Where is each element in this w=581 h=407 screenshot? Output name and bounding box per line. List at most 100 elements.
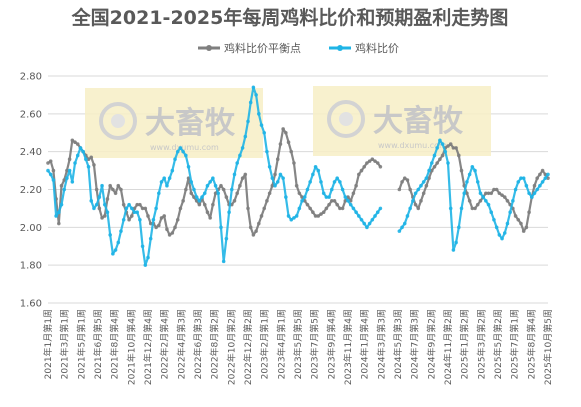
data-point [327, 195, 331, 199]
data-point [111, 187, 115, 192]
data-point [435, 161, 439, 165]
data-point [294, 214, 299, 218]
data-point [267, 191, 272, 196]
data-point [405, 214, 410, 218]
legend-marker-ratio [337, 45, 343, 51]
data-point [335, 202, 339, 207]
data-point [51, 168, 56, 173]
data-point [262, 130, 267, 135]
data-point [359, 217, 364, 222]
data-point [105, 210, 110, 214]
data-point [119, 229, 123, 233]
data-point [338, 180, 342, 184]
data-point [94, 187, 99, 192]
data-point [313, 165, 318, 169]
data-point [470, 165, 475, 169]
data-point [540, 180, 545, 184]
data-point [127, 217, 131, 222]
x-tick-label: 2022年10月第2周 [225, 309, 237, 385]
data-point [432, 153, 437, 158]
x-tick-label: 2024年3月第3周 [375, 309, 387, 379]
x-tick-label: 2021年1月第1周 [42, 309, 54, 379]
data-point [443, 149, 448, 154]
data-point [529, 195, 534, 199]
data-point [329, 199, 334, 203]
data-point [446, 144, 450, 148]
data-point [519, 221, 523, 226]
data-point [481, 195, 485, 199]
data-point [132, 210, 137, 214]
data-point [205, 183, 210, 188]
data-point [257, 112, 261, 116]
series-ratio [46, 85, 550, 267]
data-point [200, 195, 204, 199]
data-point [321, 191, 326, 196]
data-point [473, 168, 477, 173]
data-point [216, 191, 221, 196]
x-tick-label: 2021年3月第1周 [59, 309, 71, 379]
data-point [354, 183, 358, 188]
data-point [124, 206, 129, 211]
data-point [270, 176, 275, 180]
data-point [467, 199, 472, 203]
data-point [254, 93, 258, 97]
data-point [59, 183, 64, 188]
data-point [281, 127, 285, 131]
data-point [92, 206, 96, 211]
y-tick-label: 2.40 [20, 147, 42, 158]
data-point [532, 191, 537, 196]
data-point [484, 191, 488, 196]
data-point [197, 202, 202, 207]
data-point [527, 191, 531, 196]
data-point [340, 187, 345, 192]
data-point [413, 202, 418, 207]
x-tick-label: 2024年5月第3周 [392, 309, 404, 379]
data-point [246, 119, 250, 124]
data-point [224, 236, 229, 241]
data-point [265, 199, 269, 203]
chart-title: 全国2021-2025年每周鸡料比价和预期盈利走势图 [71, 6, 509, 29]
data-point [448, 142, 453, 146]
data-point [457, 225, 461, 230]
data-point [135, 210, 139, 214]
data-point [51, 178, 56, 182]
data-point [484, 199, 488, 203]
data-point [184, 153, 188, 158]
data-point [197, 199, 202, 203]
data-point [78, 146, 83, 150]
data-point [297, 206, 302, 211]
data-point [208, 180, 212, 184]
data-point [54, 214, 58, 218]
data-point [275, 157, 280, 162]
x-tick-label: 2024年1月第4周 [359, 309, 371, 379]
data-point [135, 202, 139, 207]
data-point [465, 191, 469, 196]
x-tick-label: 2025年5月第2周 [492, 309, 504, 379]
data-point [65, 168, 69, 173]
data-point [319, 180, 323, 184]
legend: 鸡料比价平衡点 鸡料比价 [198, 41, 399, 55]
data-point [543, 176, 548, 180]
data-point [400, 180, 404, 184]
data-point [489, 191, 494, 196]
data-point [205, 210, 210, 214]
data-point [335, 176, 339, 180]
data-point [397, 187, 402, 192]
data-point [186, 165, 191, 169]
legend-marker-break-even [206, 45, 212, 51]
data-point [438, 157, 442, 162]
y-tick-label: 1.80 [20, 261, 42, 272]
data-point [202, 202, 207, 207]
data-point [332, 199, 337, 203]
y-tick-label: 2.60 [20, 109, 42, 120]
data-point [421, 191, 426, 196]
x-tick-label: 2023年2月第1周 [259, 309, 271, 379]
x-tick-label: 2025年10月第5周 [542, 309, 554, 385]
data-point [159, 180, 164, 184]
data-point [292, 161, 296, 165]
x-tick-label: 2024年9月第2周 [425, 309, 437, 379]
data-point [438, 138, 442, 143]
x-tick-label: 2024年7月第3周 [409, 309, 421, 379]
data-point [243, 172, 248, 177]
